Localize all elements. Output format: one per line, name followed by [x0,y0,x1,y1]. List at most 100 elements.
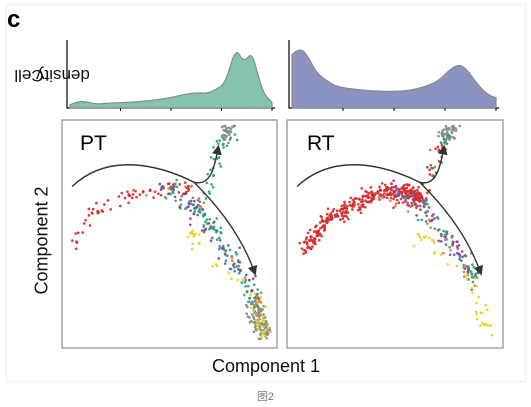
cell-point [471,280,475,284]
cell-point [248,300,251,304]
cell-point [411,186,415,189]
cell-point [372,194,375,198]
cell-point [257,337,261,341]
cell-point [452,253,456,257]
cell-point [450,234,454,238]
cell-point [81,231,85,234]
cell-point [306,231,310,235]
cell-point [427,218,431,222]
cell-point [259,291,263,295]
cell-point [445,130,449,134]
cell-point [265,336,269,340]
cell-point [190,184,194,188]
cell-point [429,166,433,170]
cell-point [437,134,440,138]
cell-point [197,233,201,236]
cell-point [479,311,483,315]
cell-point [442,229,445,233]
cell-point [248,316,251,319]
cell-point [217,156,221,159]
cell-point [257,307,261,311]
cell-point [188,223,192,227]
cell-point [359,200,363,204]
cell-point [188,231,192,235]
cell-point [424,211,427,215]
cell-point [204,197,208,200]
cell-point [205,218,209,222]
cell-point [370,196,373,200]
cell-point [465,277,469,281]
density-plots [66,40,499,111]
cell-point [184,185,187,189]
cell-point [351,202,355,206]
cell-point [266,333,269,337]
cell-point [392,185,396,189]
cell-point [235,253,239,256]
cell-point [384,192,387,196]
cell-point [463,253,467,257]
cell-point [474,274,477,278]
cell-point [126,190,129,194]
cell-point [441,129,444,133]
cell-point [252,306,256,309]
cell-point [198,200,202,204]
cell-point [444,230,448,234]
cell-point [415,204,419,207]
cell-point [475,317,479,321]
cell-point [474,310,478,314]
cell-point [462,275,466,278]
cell-point [357,197,360,201]
cell-point [192,212,196,216]
cell-point [90,211,94,215]
cell-point [305,243,309,246]
cell-point [426,191,429,195]
cell-point [453,137,456,140]
cell-point [430,219,434,222]
cell-point [106,199,110,202]
cell-point [202,230,206,234]
cell-point [118,204,122,208]
cell-point [232,266,236,269]
cell-point [225,126,229,130]
cell-point [220,125,224,129]
cell-point [419,199,423,203]
cell-point [470,275,474,279]
cell-point [320,215,324,219]
cell-point [444,138,448,141]
cell-point [252,330,256,334]
cell-point [177,191,181,194]
cell-point [331,210,335,213]
cell-point [404,195,407,199]
panel-title-pt: PT [80,132,107,155]
cell-point [305,241,309,244]
cell-point [194,207,197,210]
cell-point [335,209,339,212]
cell-point [357,203,360,206]
cell-point [470,286,474,290]
cell-point [215,229,219,233]
cell-point [392,197,395,201]
cell-point [420,238,423,242]
cell-point [341,217,345,220]
cell-point [390,182,393,185]
cell-point [298,241,302,245]
cell-point [359,211,363,215]
cell-point [229,136,233,140]
cell-point [410,191,414,195]
cell-point [458,255,462,259]
cell-point [469,270,473,273]
cell-point [212,157,216,161]
cell-point [178,205,182,209]
cell-point [205,181,209,185]
cell-point [343,200,346,204]
cell-point [228,133,231,136]
cell-point [199,206,203,209]
cell-point [415,188,419,192]
cell-point [473,284,477,288]
cell-point [217,256,220,260]
cell-point [253,299,257,302]
cell-point [428,168,431,172]
cell-point [433,217,436,220]
cell-point [420,196,424,200]
